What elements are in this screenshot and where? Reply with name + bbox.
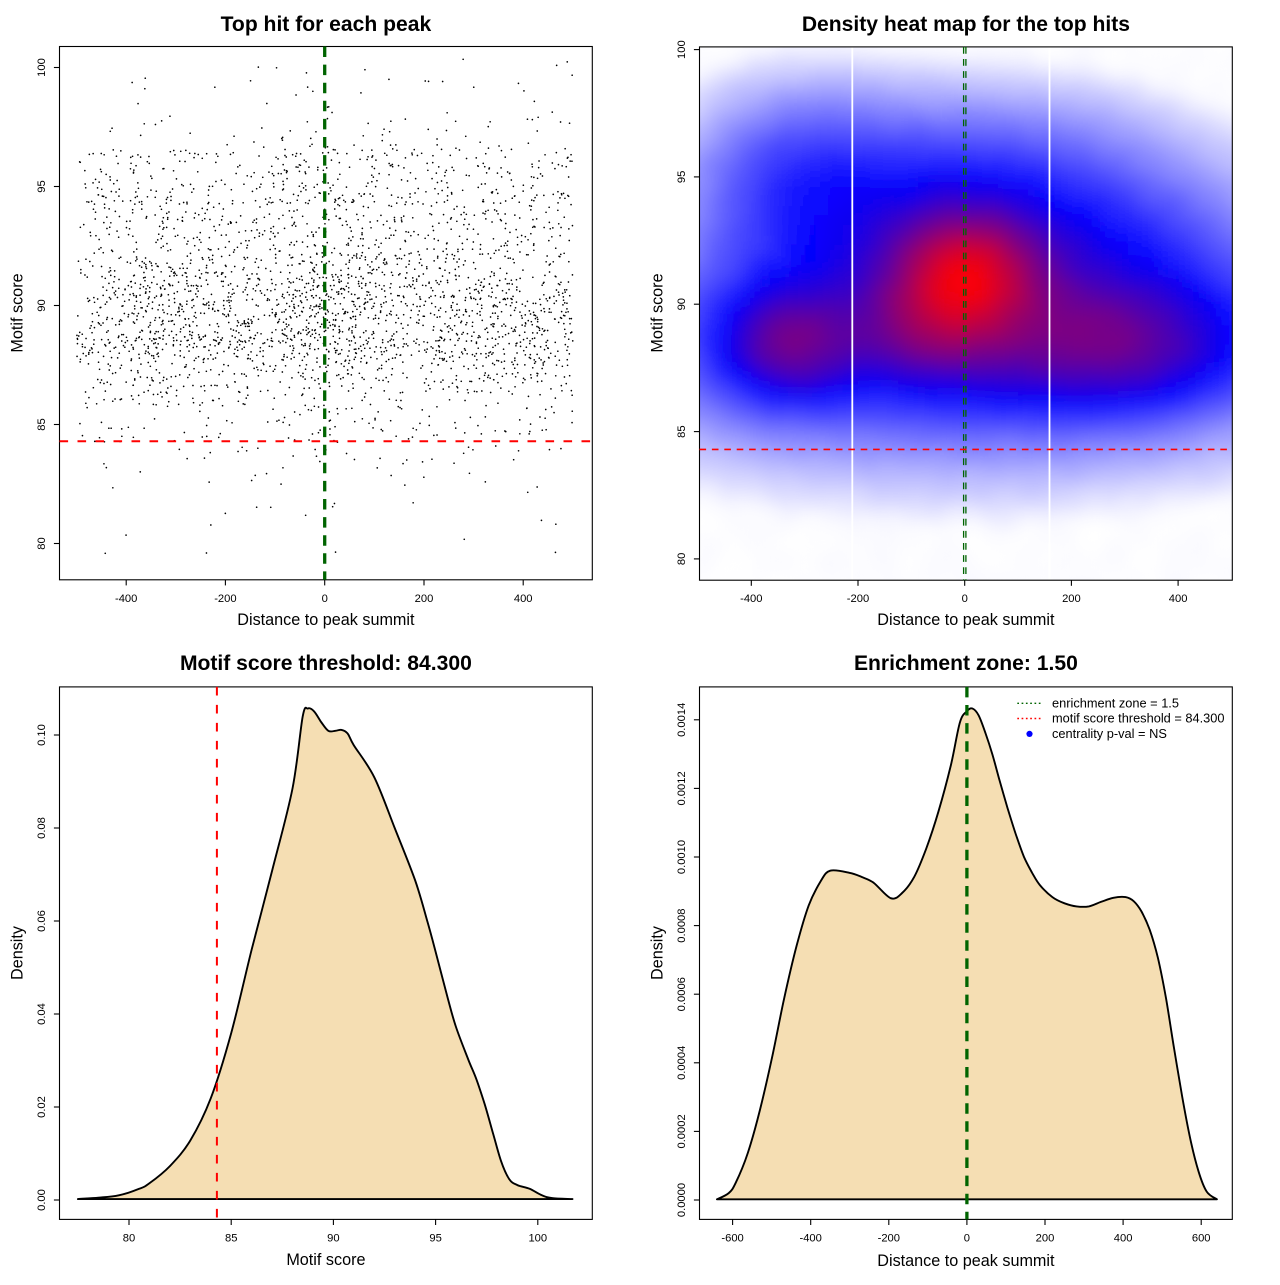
svg-text:0.0008: 0.0008: [676, 908, 688, 942]
svg-text:400: 400: [514, 593, 533, 605]
svg-text:100: 100: [36, 58, 48, 77]
svg-text:100: 100: [676, 40, 688, 59]
svg-text:0.0014: 0.0014: [676, 703, 688, 737]
svg-text:Motif score threshold: 84.300: Motif score threshold: 84.300: [180, 652, 472, 675]
svg-text:80: 80: [123, 1232, 135, 1244]
svg-text:85: 85: [676, 425, 688, 437]
svg-text:0.0012: 0.0012: [676, 771, 688, 805]
svg-text:90: 90: [36, 299, 48, 311]
svg-text:0.00: 0.00: [36, 1189, 48, 1211]
svg-text:95: 95: [676, 171, 688, 183]
svg-text:-200: -200: [878, 1232, 900, 1244]
svg-text:Density heat map for the top h: Density heat map for the top hits: [802, 13, 1130, 36]
svg-text:-400: -400: [115, 593, 137, 605]
svg-text:80: 80: [36, 537, 48, 549]
svg-text:Distance to peak summit: Distance to peak summit: [877, 1252, 1055, 1270]
svg-text:0: 0: [962, 593, 968, 605]
svg-text:0.0010: 0.0010: [676, 840, 688, 874]
svg-text:600: 600: [1192, 1232, 1211, 1244]
svg-text:-400: -400: [799, 1232, 821, 1244]
svg-text:Top hit for each peak: Top hit for each peak: [221, 13, 432, 36]
svg-text:Enrichment zone: 1.50: Enrichment zone: 1.50: [854, 652, 1078, 675]
svg-text:-400: -400: [740, 593, 762, 605]
svg-text:enrichment zone = 1.5: enrichment zone = 1.5: [1052, 695, 1179, 710]
svg-text:Motif score: Motif score: [9, 273, 27, 352]
svg-text:-600: -600: [721, 1232, 743, 1244]
svg-text:400: 400: [1114, 1232, 1133, 1244]
svg-text:0.04: 0.04: [36, 1003, 48, 1025]
svg-text:90: 90: [327, 1232, 339, 1244]
svg-text:0.10: 0.10: [36, 724, 48, 746]
svg-text:0.0004: 0.0004: [676, 1046, 688, 1080]
svg-text:200: 200: [1036, 1232, 1055, 1244]
svg-text:200: 200: [415, 593, 434, 605]
svg-text:90: 90: [676, 298, 688, 310]
svg-text:80: 80: [676, 553, 688, 565]
svg-text:motif score threshold = 84.300: motif score threshold = 84.300: [1052, 711, 1225, 726]
svg-text:Distance to peak summit: Distance to peak summit: [237, 611, 415, 629]
svg-text:400: 400: [1169, 593, 1188, 605]
svg-text:Density: Density: [649, 925, 667, 980]
svg-text:200: 200: [1062, 593, 1081, 605]
svg-text:Motif score: Motif score: [286, 1251, 365, 1269]
svg-text:centrality p-val = NS: centrality p-val = NS: [1052, 726, 1167, 741]
svg-text:0.0002: 0.0002: [676, 1114, 688, 1148]
svg-text:95: 95: [429, 1232, 441, 1244]
svg-text:85: 85: [225, 1232, 237, 1244]
svg-text:0: 0: [964, 1232, 970, 1244]
svg-text:0.06: 0.06: [36, 910, 48, 932]
svg-text:95: 95: [36, 180, 48, 192]
svg-text:0.02: 0.02: [36, 1096, 48, 1118]
svg-text:100: 100: [528, 1232, 547, 1244]
svg-text:0.0000: 0.0000: [676, 1183, 688, 1217]
svg-text:-200: -200: [847, 593, 869, 605]
svg-text:-200: -200: [214, 593, 236, 605]
svg-text:85: 85: [36, 418, 48, 430]
svg-text:0.08: 0.08: [36, 817, 48, 839]
svg-text:Distance to peak summit: Distance to peak summit: [877, 611, 1055, 629]
svg-text:0.0006: 0.0006: [676, 977, 688, 1011]
svg-text:Motif score: Motif score: [649, 273, 667, 352]
svg-text:0: 0: [322, 593, 328, 605]
svg-text:Density: Density: [9, 925, 27, 980]
